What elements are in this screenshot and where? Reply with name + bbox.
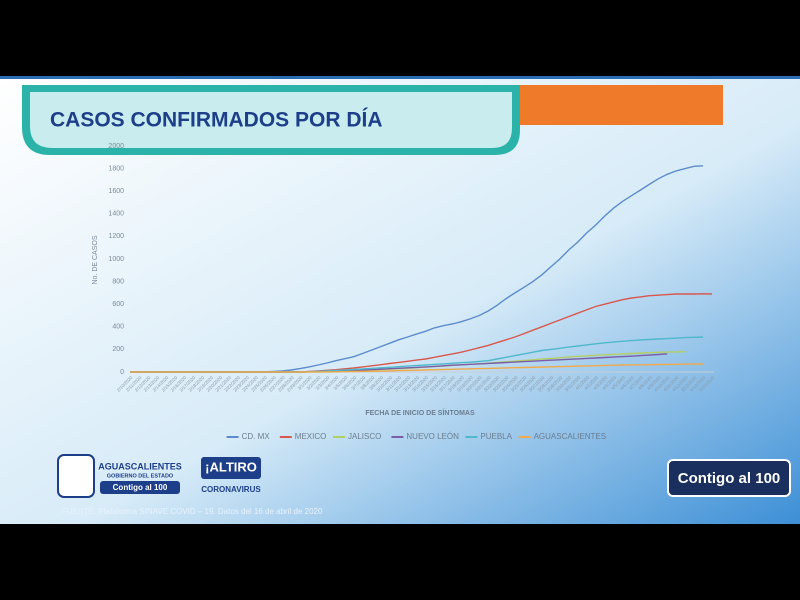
badge: Contigo al 100 [678, 470, 781, 487]
legend-label: NUEVO LEÓN [406, 432, 459, 441]
y-tick-label: 200 [112, 346, 124, 353]
source: FUENTE: Plataforma SINAVE COVID – 19. Da… [62, 507, 323, 516]
motto-box [100, 481, 180, 494]
campaign-bottom: CORONAVIRUS [201, 485, 261, 494]
coat-of-arms [57, 454, 95, 498]
campaign-top: ¡ALTIRO [205, 459, 257, 474]
badge-box [667, 459, 791, 497]
x-axis-label: FECHA DE INICIO DE SÍNTOMAS [365, 408, 475, 417]
y-tick-label: 1000 [108, 256, 124, 263]
campaign-box [201, 457, 261, 479]
legend-label: MEXICO [295, 432, 327, 441]
legend-label: PUEBLA [480, 432, 512, 441]
chart-title: CASOS CONFIRMADOS POR DÍA [50, 109, 383, 132]
campaign-logo: ¡ALTIRO CORONAVIRUS [201, 457, 261, 494]
state-logo: AGUASCALIENTES GOBIERNO DEL ESTADO Conti… [57, 454, 182, 498]
legend-label: AGUASCALIENTES [534, 432, 606, 441]
title-banner-inner [30, 92, 512, 148]
y-tick-label: 1400 [108, 211, 124, 218]
state-name: AGUASCALIENTES [98, 461, 182, 471]
y-tick-label: 1200 [108, 233, 124, 240]
y-tick-label: 600 [112, 301, 124, 308]
y-axis-label: No. DE CASOS [92, 235, 99, 284]
y-tick-label: 1600 [108, 188, 124, 195]
y-tick-label: 800 [112, 278, 124, 285]
orange-bar [510, 85, 723, 125]
legend-label: JALISCO [348, 432, 381, 441]
y-tick-label: 1800 [108, 165, 124, 172]
y-tick-label: 400 [112, 324, 124, 331]
motto: Contigo al 100 [113, 483, 168, 492]
series-line [130, 363, 704, 373]
legend-label: CD. MX [242, 432, 271, 441]
government: GOBIERNO DEL ESTADO [107, 473, 174, 479]
top-stripe [0, 76, 800, 79]
y-tick-label: 0 [120, 369, 124, 376]
y-tick-label: 2000 [108, 143, 124, 150]
